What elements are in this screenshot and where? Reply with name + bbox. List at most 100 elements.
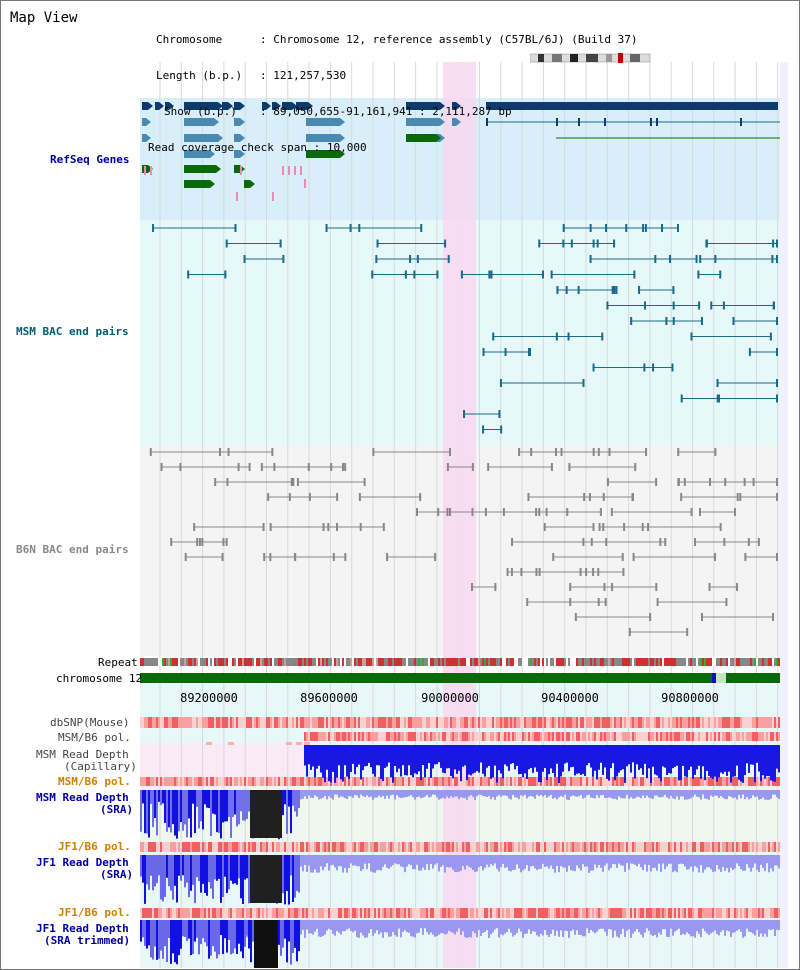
depth-bar [532, 920, 534, 932]
track-label-msm-b6-pol-2[interactable]: MSM/B6 pol. [58, 775, 131, 788]
depth-bar [328, 790, 330, 797]
pol-heat-cell [748, 908, 750, 918]
depth-bar [494, 855, 496, 864]
depth-bar [222, 920, 224, 954]
pol-heat-cell [518, 842, 520, 852]
repeat-segment [402, 658, 404, 666]
depth-bar [658, 855, 660, 864]
pol-heat-cell [590, 908, 592, 918]
depth-bar [296, 855, 298, 891]
depth-bar [598, 790, 600, 798]
depth-bar [416, 855, 418, 865]
pol-heat-cell [354, 717, 356, 728]
pol-heat-cell [302, 842, 304, 852]
b6n-bac-end [590, 538, 593, 546]
pol-heat-cell [628, 908, 630, 918]
track-label-jf1-b6-pol-1[interactable]: JF1/B6 pol. [58, 840, 131, 853]
pol-heat-cell [224, 908, 226, 918]
region-info-panel: Chromosome: Chromosome 12, reference ass… [148, 10, 638, 166]
chromosome-ideogram[interactable] [530, 53, 652, 63]
pol-heat-cell [516, 777, 518, 786]
track-label-refseq[interactable]: RefSeq Genes [50, 153, 130, 166]
refseq-gene-row4 [184, 150, 210, 158]
depth-bar [736, 790, 738, 800]
depth-bar [758, 855, 760, 872]
depth-bar [768, 920, 770, 930]
msm-bac-end [409, 255, 412, 263]
pol-heat-cell [608, 717, 610, 728]
depth-bar [476, 855, 478, 872]
pol-heat-cell [638, 842, 640, 852]
depth-bar [682, 790, 684, 797]
depth-bar [200, 855, 202, 893]
pol-heat-cell [642, 777, 644, 786]
pol-heat-cell [690, 777, 692, 786]
track-label-jf1-depth-sra[interactable]: JF1 Read Depth [36, 856, 129, 869]
track-label-msm-b6-pol-1[interactable]: MSM/B6 pol. [58, 731, 131, 744]
repeat-segment [158, 658, 160, 666]
pol-heat-cell [456, 842, 458, 852]
b6n-bac-end [569, 583, 572, 591]
depth-bar [490, 790, 492, 800]
pol-heat-cell [248, 717, 250, 728]
repeat-segment [408, 658, 410, 666]
pol-heat-cell [636, 717, 638, 728]
pol-heat-cell [460, 777, 462, 786]
repeat-segment [778, 658, 780, 666]
depth-bar [490, 745, 492, 779]
repeat-segment [354, 658, 356, 666]
repeat-segment [250, 658, 252, 666]
pol-heat-cell [524, 908, 526, 918]
msm-bac-end [633, 270, 636, 279]
pol-heat-cell [442, 732, 444, 741]
pol-heat-cell [516, 717, 518, 728]
pol-heat-cell [226, 717, 228, 728]
pol-heat-cell [384, 717, 386, 728]
track-label-jf1-depth-trim-sub: (SRA trimmed) [44, 934, 131, 947]
depth-bar [152, 790, 154, 828]
depth-bar [716, 920, 718, 935]
pol-heat-cell [394, 717, 396, 728]
pol-heat-cell [688, 717, 690, 728]
pol-heat-cell [396, 842, 398, 852]
pol-heat-cell [140, 717, 142, 728]
depth-bar [448, 920, 450, 931]
track-label-repeat[interactable]: Repeat [98, 656, 138, 669]
depth-bar [414, 920, 416, 938]
track-label-dbsnp[interactable]: dbSNP(Mouse) [50, 716, 130, 729]
pol-heat-cell [410, 908, 412, 918]
depth-bar [534, 920, 536, 932]
msm-bac-end [499, 379, 502, 387]
pol-heat-cell [600, 717, 602, 728]
depth-bar [172, 790, 174, 825]
track-label-jf1-depth-trim[interactable]: JF1 Read Depth [36, 922, 129, 935]
repeat-segment [598, 658, 600, 666]
pol-heat-cell [734, 842, 736, 852]
pol-heat-cell [218, 777, 220, 786]
track-label-msm-depth-sra[interactable]: MSM Read Depth [36, 791, 129, 804]
pol-heat-cell [754, 717, 756, 728]
b6n-bac-end [149, 448, 152, 456]
repeat-segment [240, 658, 242, 666]
pol-heat-cell [388, 732, 390, 741]
pol-heat-cell [562, 842, 564, 852]
depth-bar [494, 790, 496, 800]
track-label-jf1-b6-pol-2[interactable]: JF1/B6 pol. [58, 906, 131, 919]
b6n-bac-end [184, 553, 187, 561]
repeat-segment [742, 658, 744, 666]
depth-bar [442, 855, 444, 866]
pol-heat-cell [522, 732, 524, 741]
pol-heat-cell [742, 717, 744, 728]
depth-bar [550, 855, 552, 866]
pol-heat-cell [698, 732, 700, 741]
pol-heat-cell [658, 732, 660, 741]
pol-heat-cell [732, 732, 734, 741]
track-label-msm-depth-cap[interactable]: MSM Read Depth [36, 748, 129, 761]
repeat-segment [640, 658, 642, 666]
track-label-b6n-bac[interactable]: B6N BAC end pairs [16, 543, 129, 556]
pol-heat-cell [532, 842, 534, 852]
track-label-msm-bac[interactable]: MSM BAC end pairs [16, 325, 129, 338]
repeat-segment [656, 658, 658, 666]
b6n-bac-end [511, 538, 514, 546]
